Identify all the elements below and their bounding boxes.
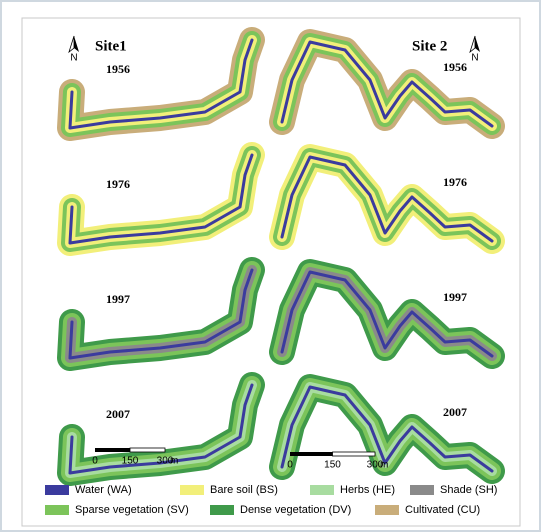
legend-label: Dense vegetation (DV) [240,504,351,516]
north-label: N [70,53,77,64]
figure: 1956197619972007Site1N0150300m1956197619… [0,0,541,532]
scale-label: 0 [92,456,98,467]
year-label: 1956 [106,62,130,76]
legend-label: Sparse vegetation (SV) [75,504,189,516]
scale-unit: m [380,460,388,471]
year-label: 2007 [443,405,467,419]
scale-label: 150 [122,456,139,467]
legend-swatch [210,505,234,515]
legend-swatch [45,505,69,515]
year-label: 2007 [106,407,130,421]
legend-label: Bare soil (BS) [210,484,278,496]
legend-label: Water (WA) [75,484,132,496]
year-label: 1997 [106,292,130,306]
scale-bar [333,452,376,456]
scale-bar [95,448,130,452]
year-label: 1997 [443,290,467,304]
site-name: Site 2 [412,38,447,54]
year-label: 1956 [443,60,467,74]
legend-label: Cultivated (CU) [405,504,480,516]
legend-swatch [310,485,334,495]
site-name: Site1 [95,38,127,54]
scale-label: 150 [324,460,341,471]
legend-swatch [410,485,434,495]
year-label: 1976 [443,175,467,189]
legend-label: Herbs (HE) [340,484,395,496]
scale-label: 0 [287,460,293,471]
scale-bar [130,448,165,452]
north-label: N [471,53,478,64]
year-label: 1976 [106,177,130,191]
legend-swatch [180,485,204,495]
legend-label: Shade (SH) [440,484,497,496]
scale-unit: m [170,456,178,467]
legend-swatch [375,505,399,515]
legend-swatch [45,485,69,495]
scale-bar [290,452,333,456]
